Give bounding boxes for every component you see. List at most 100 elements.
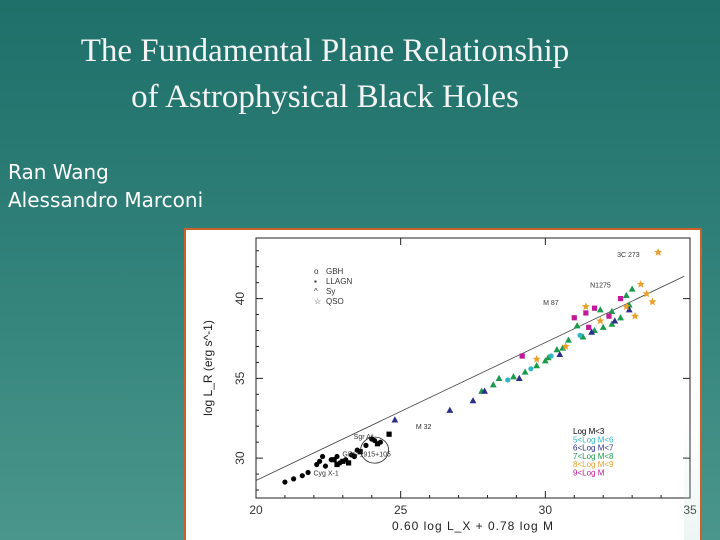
fundamental-plane-chart: 20 25 30 35 30 35 40 0.60 log L_X + 0.78 log M l… — [201, 237, 697, 533]
data-point-triangle — [469, 397, 477, 404]
data-point-triangle — [446, 406, 454, 413]
fit-line-group — [255, 275, 685, 481]
y-tick-label: 40 — [233, 292, 247, 306]
data-point-star — [631, 312, 639, 320]
legend-mass-label: 5<Log M<6 — [573, 435, 614, 444]
data-point-circle — [548, 353, 554, 359]
y-axis-label: log L_R (erg s^-1) — [201, 320, 215, 416]
data-point-circle — [305, 469, 311, 476]
data-point-circle — [291, 476, 297, 482]
x-tick-label: 30 — [539, 503, 553, 517]
point-annotation: M 87 — [543, 300, 559, 307]
data-point-circle — [299, 473, 305, 479]
data-point-circle — [505, 377, 511, 383]
data-point-triangle — [579, 333, 587, 340]
legend-group: o GBH ▪ LLAGN ^ Sy ☆ QSO Log M<35<Log M<66<Log M… — [314, 267, 614, 478]
data-point-star — [642, 289, 651, 298]
data-point-star — [648, 297, 657, 306]
data-point-square — [606, 313, 612, 319]
data-point-circle — [369, 436, 375, 442]
data-point-star — [596, 316, 605, 325]
author-list: Ran Wang Alessandro Marconi — [8, 158, 203, 214]
data-point-star — [532, 355, 541, 363]
data-point-square — [586, 324, 592, 330]
data-point-triangle — [515, 374, 523, 381]
legend-type-label: Sy — [326, 287, 335, 296]
data-point-triangle — [553, 346, 561, 353]
point-annotation: 3C 273 — [617, 252, 640, 259]
data-point-triangle — [625, 306, 633, 313]
legend-type-symbol: ☆ — [314, 297, 321, 306]
legend-type-symbol: ▪ — [314, 277, 317, 286]
y-tick-label: 35 — [233, 371, 247, 385]
legend-mass-label: 9<Log M — [573, 469, 605, 478]
data-point-star — [622, 302, 631, 310]
decorative-corner — [684, 420, 700, 540]
data-point-triangle — [617, 314, 624, 321]
author-name: Ran Wang — [8, 160, 109, 184]
data-point-triangle — [588, 328, 596, 335]
data-point-triangle — [510, 373, 517, 380]
data-point-triangle — [611, 317, 619, 324]
legend-mass-label: Log M<3 — [573, 427, 605, 436]
data-point-triangle — [544, 354, 552, 361]
point-annotation: N1275 — [590, 282, 611, 289]
data-point-triangle — [391, 416, 399, 423]
data-point-circle — [577, 332, 583, 338]
x-tick-label: 25 — [394, 503, 408, 517]
data-point-square — [591, 305, 598, 311]
data-point-square — [386, 431, 392, 437]
data-point-circle — [351, 453, 357, 460]
legend-mass-label: 8<Log M<9 — [573, 460, 614, 469]
legend-type-symbol: ^ — [314, 287, 318, 296]
data-point-square — [357, 449, 363, 455]
data-point-triangle — [596, 306, 604, 313]
legend-type-label: LLAGN — [326, 277, 352, 286]
data-point-circle — [317, 458, 323, 464]
data-point-triangle — [556, 350, 564, 358]
slide-title: The Fundamental Plane Relationship of As… — [0, 28, 650, 120]
data-point-star — [561, 342, 570, 350]
legend-type-label: GBH — [326, 267, 344, 276]
point-annotation: Cyg X-1 — [314, 470, 339, 477]
data-point-triangle — [573, 322, 581, 329]
annotations-group: 3C 273 N1275 M 87 M 32 Sgr A* GRS 1915+105 Cyg… — [314, 252, 640, 478]
slide-title-line-1: The Fundamental Plane Relationship — [80, 33, 570, 69]
data-point-star — [654, 248, 663, 256]
data-point-triangle — [533, 362, 541, 369]
plot-frame — [255, 237, 691, 499]
data-point-star — [636, 280, 645, 288]
data-point-square — [571, 315, 577, 321]
data-point-circle — [319, 453, 326, 460]
data-point-square — [617, 296, 624, 302]
data-point-triangle — [622, 291, 630, 299]
chart-axes: 20 25 30 35 30 35 40 0.60 log L_X + 0.78 log M l… — [201, 237, 697, 533]
data-point-square — [334, 461, 340, 468]
data-points-group — [282, 248, 663, 485]
legend-type-label: QSO — [326, 297, 344, 306]
data-point-triangle — [495, 374, 503, 381]
legend-mass-label: 6<Log M<7 — [573, 444, 614, 453]
data-point-star — [581, 302, 590, 310]
data-point-circle — [282, 479, 288, 485]
x-tick-label: 35 — [683, 503, 697, 517]
data-point-triangle — [608, 320, 616, 327]
data-point-square — [519, 353, 525, 359]
data-point-square — [331, 457, 337, 463]
data-point-circle — [528, 366, 534, 372]
data-point-triangle — [565, 336, 572, 343]
y-tick-label: 30 — [233, 451, 247, 465]
data-point-triangle — [608, 307, 616, 314]
legend-mass-label: 7<Log M<8 — [573, 452, 614, 461]
data-point-square — [583, 310, 589, 316]
data-point-square — [340, 458, 346, 464]
data-point-circle — [363, 442, 369, 448]
data-point-triangle — [521, 368, 529, 375]
slide-title-line-2: of Astrophysical Black Holes — [131, 79, 519, 115]
data-point-circle — [322, 463, 329, 469]
data-point-triangle — [489, 381, 497, 388]
point-annotation: GRS 1915+105 — [342, 451, 391, 458]
data-point-square — [374, 441, 381, 447]
x-axis-label: 0.60 log L_X + 0.78 log M — [392, 519, 554, 533]
fit-line — [255, 275, 685, 481]
